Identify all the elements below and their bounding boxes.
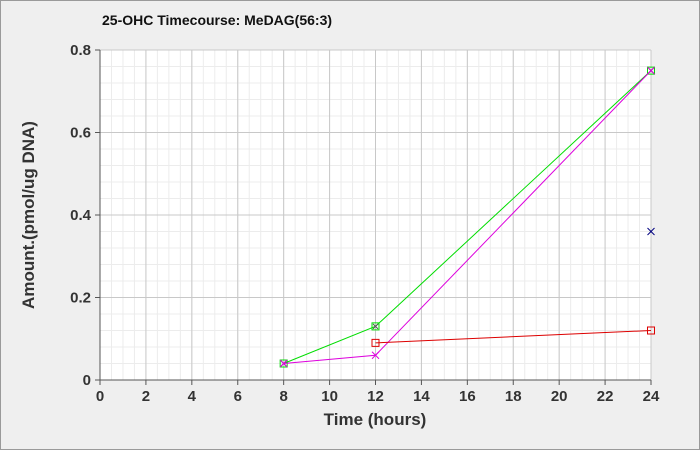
x-marker-stroke — [371, 351, 380, 360]
x-tick-labels: 0 2 4 6 8 10 12 14 16 18 20 22 24 — [96, 388, 660, 405]
x-tick-label: 8 — [279, 388, 287, 405]
x-tick-label: 10 — [321, 388, 338, 405]
x-marker-stroke — [372, 323, 379, 330]
x-tick-label: 20 — [551, 388, 568, 405]
x-marker-stroke — [647, 227, 655, 236]
x-tick-label: 4 — [188, 388, 197, 405]
x-tick-label: 24 — [643, 388, 660, 405]
y-tick-label: 0 — [83, 372, 91, 389]
x-tick-label: 22 — [597, 388, 614, 405]
x-marker-stroke — [647, 66, 655, 75]
square-marker — [371, 322, 380, 331]
chart-title: 25-OHC Timecourse: MeDAG(56:3) — [102, 12, 332, 28]
data-point — [371, 322, 380, 331]
square-marker — [371, 338, 380, 347]
y-axis-label: Amount.(pmol/ug DNA) — [19, 121, 38, 309]
series-layer — [279, 66, 655, 368]
x-tick-label: 12 — [367, 388, 384, 405]
x-tick-label: 16 — [459, 388, 476, 405]
series-2 — [371, 326, 655, 347]
data-point — [647, 66, 655, 75]
y-tick-label: 0.8 — [70, 42, 91, 59]
data-point — [279, 359, 288, 368]
axes — [95, 49, 652, 385]
y-tick-labels: 0 0.2 0.4 0.6 0.8 — [70, 42, 92, 389]
x-tick-label: 18 — [505, 388, 522, 405]
data-point — [371, 338, 380, 347]
x-tick-label: 0 — [96, 388, 104, 405]
x-tick-label: 6 — [234, 388, 242, 405]
square-marker — [647, 326, 655, 335]
data-point — [647, 227, 655, 236]
x-tick-label: 2 — [142, 388, 150, 405]
x-axis-label: Time (hours) — [324, 410, 427, 429]
series-3 — [647, 227, 655, 236]
series-line — [375, 330, 652, 344]
y-tick-label: 0.4 — [70, 207, 92, 224]
y-tick-label: 0.6 — [70, 125, 91, 142]
series-1 — [279, 66, 655, 368]
x-marker-stroke — [279, 359, 288, 368]
x-tick-label: 14 — [413, 388, 430, 405]
y-tick-label: 0.2 — [70, 290, 91, 307]
data-point — [371, 351, 380, 360]
data-point — [647, 326, 655, 335]
square-marker — [647, 66, 655, 75]
